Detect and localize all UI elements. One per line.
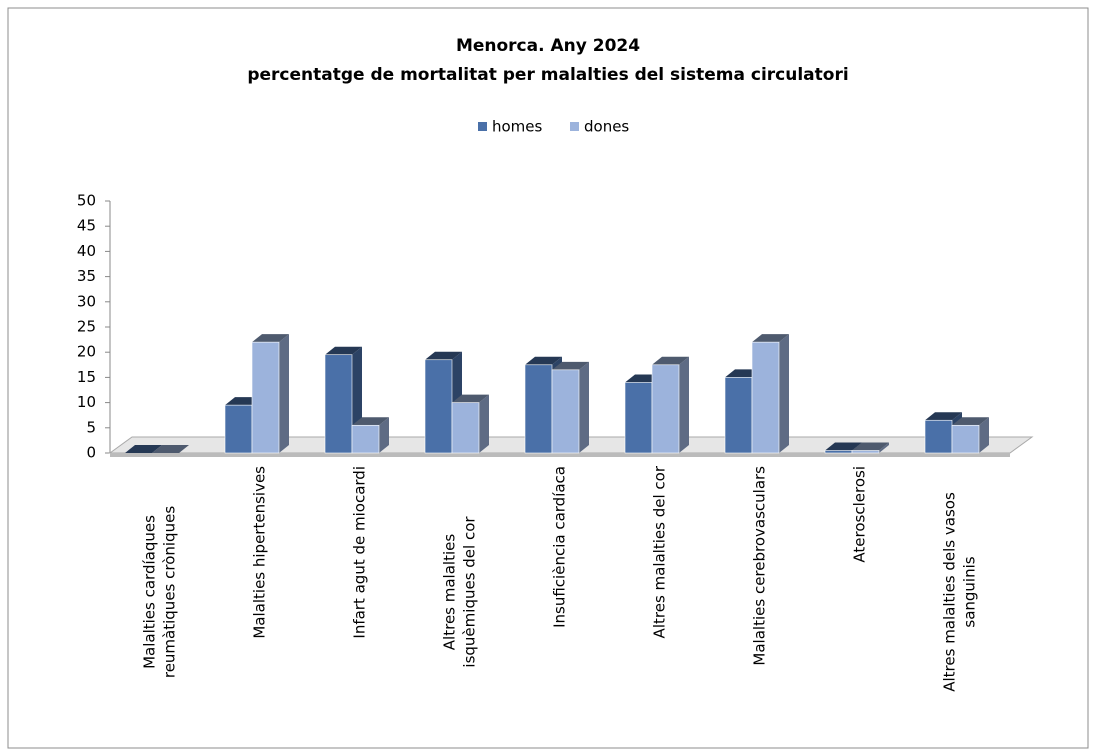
bar-top <box>252 334 289 343</box>
bar <box>851 450 880 454</box>
bar <box>324 354 353 454</box>
x-tick-label: sanguinis <box>961 556 979 627</box>
bar-side <box>679 356 689 453</box>
bar <box>424 359 453 454</box>
bar <box>351 424 380 454</box>
y-tick-label: 40 <box>77 242 96 260</box>
bar <box>724 377 753 454</box>
bar <box>951 424 980 454</box>
bar-side <box>879 442 889 453</box>
chart-subtitle: percentatge de mortalitat per malalties … <box>247 65 848 85</box>
y-tick-label: 50 <box>77 192 96 210</box>
x-tick-label: Aterosclerosi <box>851 466 869 563</box>
legend-label: dones <box>584 118 629 136</box>
bar-top <box>425 351 462 360</box>
x-tick-label: Insuficiència cardíaca <box>551 466 569 628</box>
x-tick-label: reumàtiques cròniques <box>161 506 179 678</box>
y-tick-label: 35 <box>77 267 96 285</box>
bar-side <box>579 361 589 453</box>
bar-side <box>379 417 389 453</box>
bar-top <box>852 442 889 451</box>
bar <box>251 341 280 454</box>
chart-title: Menorca. Any 2024 <box>456 36 640 56</box>
x-tick-label: Malalties cerebrovasculars <box>751 466 769 666</box>
y-tick-label: 0 <box>86 444 96 462</box>
x-tick-label: Infart agut de miocardi <box>351 466 369 639</box>
bar-top <box>952 417 989 426</box>
bar-top <box>352 417 389 426</box>
x-tick-label: Altres malalties del cor <box>651 465 669 638</box>
y-tick-label: 5 <box>86 418 96 436</box>
bar-side <box>979 417 989 453</box>
bar <box>924 419 953 454</box>
x-tick-label: Malalties hipertensives <box>251 466 269 639</box>
bar-side <box>479 394 489 453</box>
x-tick-label: isquèmiques del cor <box>461 516 479 668</box>
bar-side <box>279 334 289 453</box>
bar <box>551 369 580 454</box>
y-tick-label: 10 <box>77 393 96 411</box>
bar-top <box>552 361 589 370</box>
bar <box>651 364 680 454</box>
x-tick-label: Altres malalties dels vasos <box>941 492 959 692</box>
legend-swatch <box>478 122 487 131</box>
bar-top <box>452 394 489 403</box>
bar-top <box>152 445 189 453</box>
bar <box>624 382 653 454</box>
y-tick-label: 25 <box>77 318 96 336</box>
bar-top <box>925 412 962 421</box>
bar <box>451 402 480 454</box>
x-tick-label: Malalties cardíaques <box>141 515 159 669</box>
bar-top <box>825 442 862 451</box>
bar-top <box>752 334 789 343</box>
bar-side <box>779 334 789 453</box>
x-tick-label: Altres malalties <box>441 534 459 651</box>
bar-top <box>325 346 362 355</box>
y-tick-label: 45 <box>77 217 96 235</box>
legend-label: homes <box>492 118 543 136</box>
y-tick-label: 20 <box>77 343 96 361</box>
y-tick-label: 15 <box>77 368 96 386</box>
floor-edge <box>110 453 1010 457</box>
bar-top <box>525 356 562 365</box>
bar-top <box>652 356 689 365</box>
bar <box>751 341 780 454</box>
bar <box>524 364 553 454</box>
y-tick-label: 30 <box>77 292 96 310</box>
bar-top <box>125 445 162 453</box>
bar <box>824 450 853 454</box>
bar <box>224 404 253 454</box>
legend-swatch <box>570 122 579 131</box>
